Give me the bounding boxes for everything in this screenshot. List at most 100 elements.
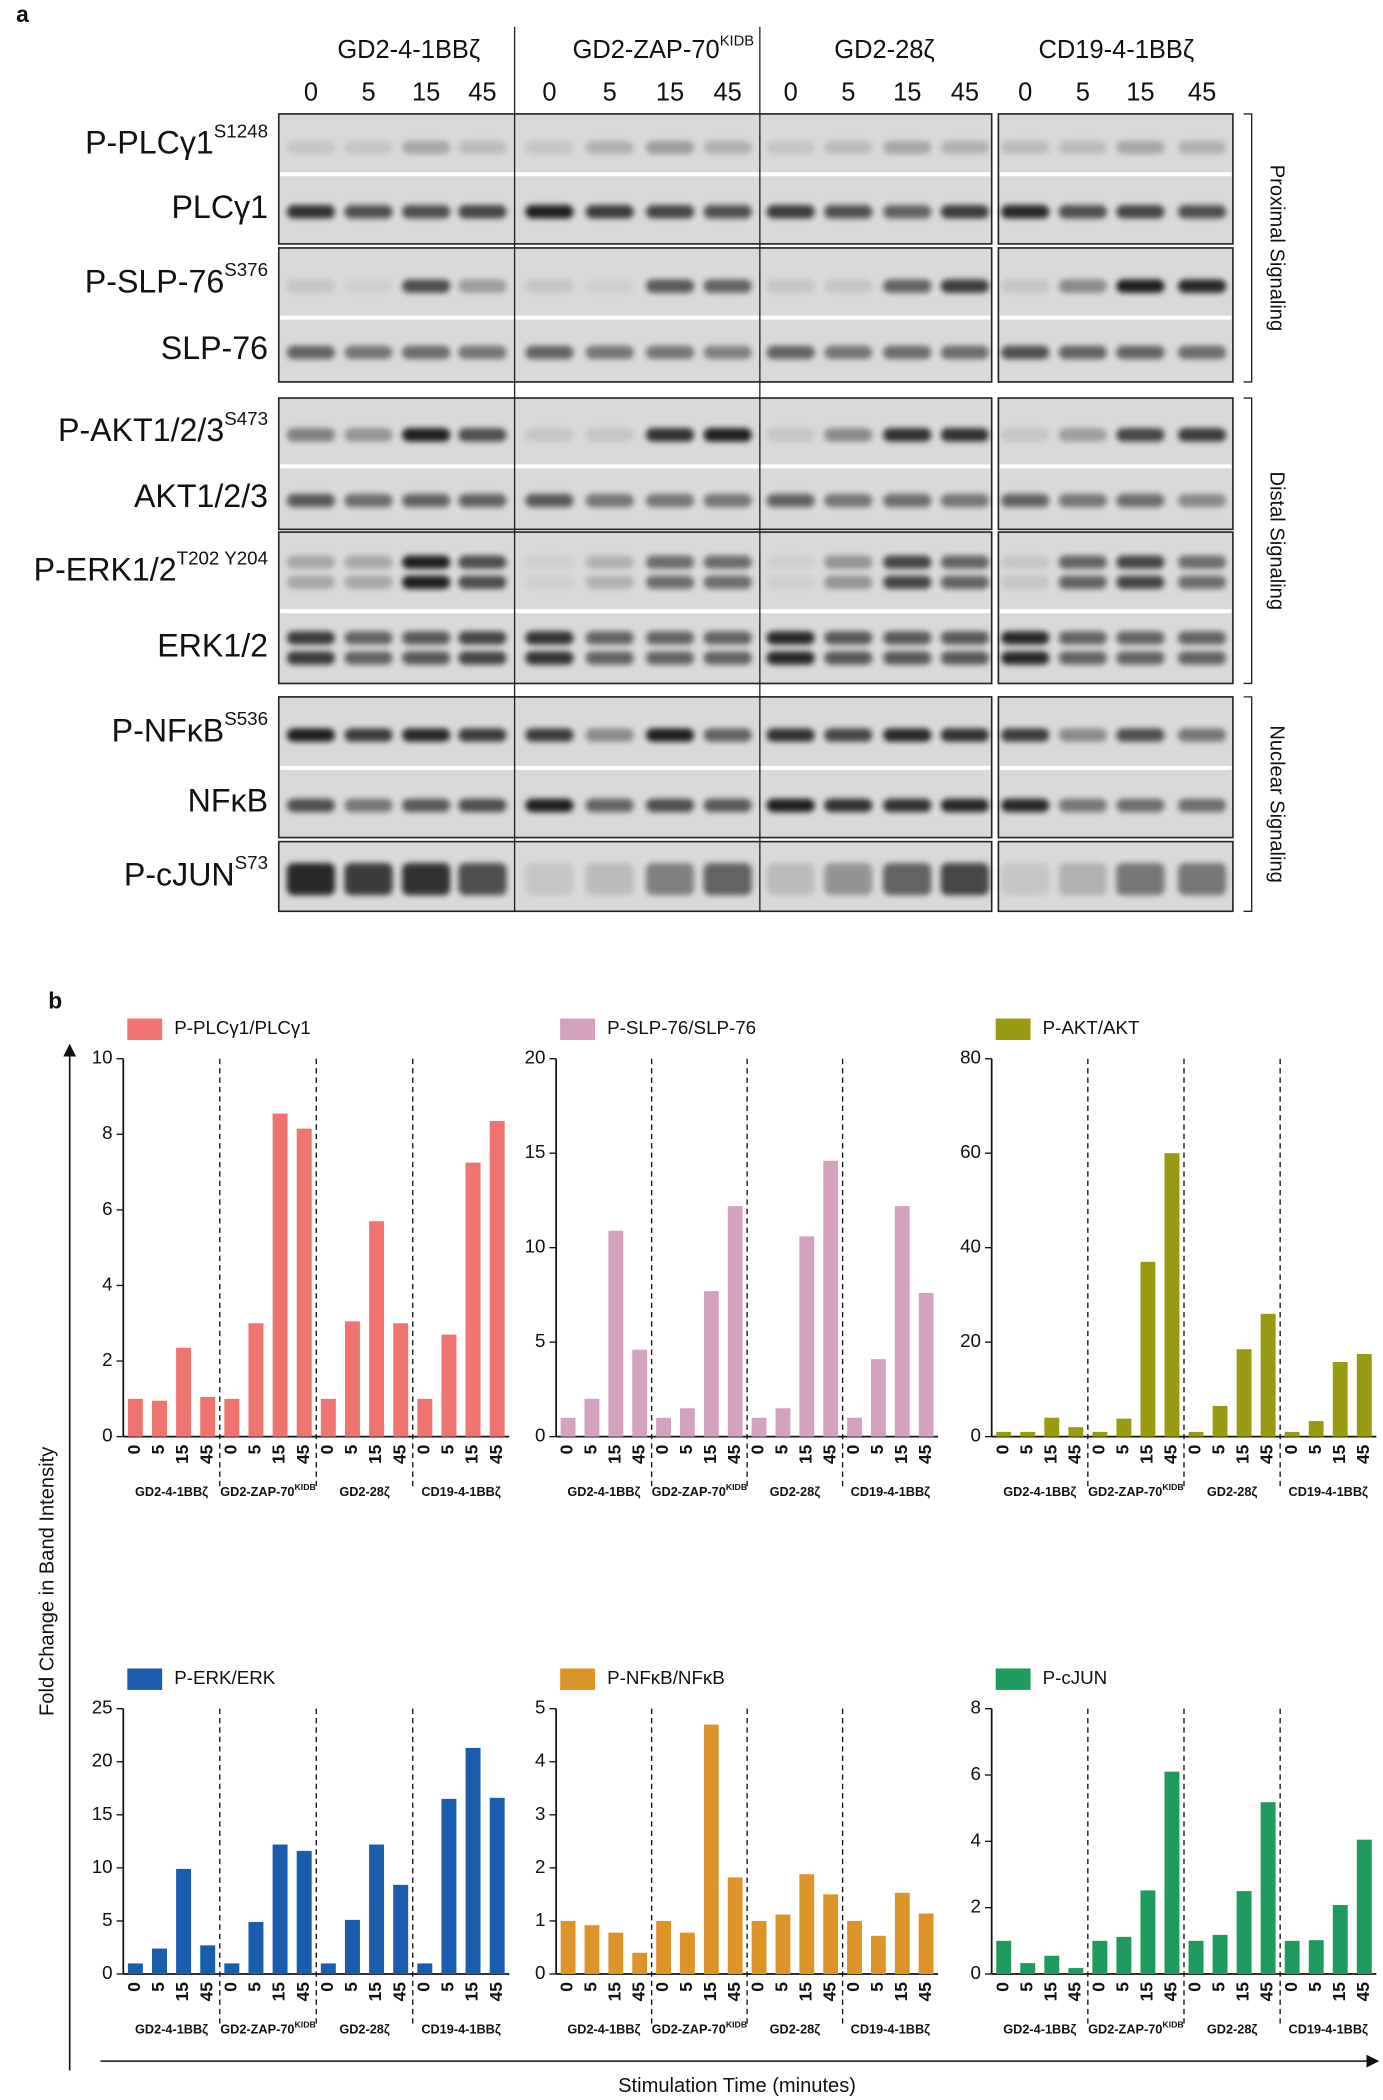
bar (248, 1323, 264, 1437)
blot-band (940, 428, 990, 442)
bar (560, 1920, 576, 1975)
blot-band (585, 345, 634, 360)
y-tick-label: 3 (535, 1803, 545, 1824)
bar (224, 1398, 240, 1437)
x-tick-label: 5 (772, 1982, 792, 1992)
y-tick-label: 0 (102, 1425, 112, 1446)
blot-band (525, 555, 574, 569)
blot-band (1001, 555, 1050, 569)
blot-band (458, 205, 507, 219)
blot-row-label-main: P-SLP-76 (85, 263, 224, 299)
x-tick-label: 45 (389, 1982, 409, 2002)
blot-band (458, 863, 507, 896)
x-tick-label: 15 (269, 1982, 289, 2002)
group-label: GD2-28ζ (770, 2022, 821, 2037)
group-label: GD2-ZAP-70KIDB (1088, 2020, 1184, 2037)
bar (320, 1398, 336, 1437)
blot-band (1001, 345, 1050, 360)
bar (1020, 1963, 1036, 1975)
blot-band (1116, 863, 1165, 896)
blot-membrane (277, 531, 993, 685)
x-tick-label: 5 (676, 1444, 696, 1454)
group-label-main: GD2-28ζ (339, 1484, 390, 1499)
blot-membrane (277, 113, 993, 245)
blot-band (458, 728, 507, 742)
y-tick-label: 5 (102, 1909, 112, 1930)
blot-membrane (277, 247, 993, 383)
blot-row-label: P-NFκBS536 (112, 708, 268, 748)
blot-group-label: GD2-ZAP-70KIDB (573, 33, 755, 64)
group-label-main: GD2-ZAP-70 (1088, 1484, 1162, 1499)
blot-row-label-main: P-NFκB (112, 712, 225, 748)
x-tick-label: 15 (604, 1444, 624, 1464)
y-tick-label: 6 (102, 1198, 112, 1219)
blot-band (645, 428, 695, 442)
bar (393, 1323, 409, 1437)
blot-band (645, 493, 695, 508)
blot-band (402, 279, 451, 293)
blot-band (344, 345, 393, 360)
x-tick-label: 45 (1257, 1982, 1277, 2002)
group-label-main: GD2-4-1BBζ (135, 1484, 208, 1499)
x-tick-label: 15 (1040, 1444, 1060, 1464)
blot-row-label: ERK1/2 (157, 627, 268, 663)
bar (1140, 1261, 1156, 1437)
bar (1332, 1361, 1348, 1437)
blot-band (525, 651, 574, 665)
x-tick-label: 45 (293, 1982, 313, 2002)
x-tick-label: 0 (317, 1982, 337, 1992)
legend-swatch (995, 1018, 1031, 1040)
x-tick-label: 0 (557, 1982, 577, 1992)
bar (1068, 1427, 1084, 1437)
blot-group-label-main: GD2-4-1BBζ (337, 36, 480, 64)
section-label: Proximal Signaling (1265, 165, 1287, 331)
blot-row-label-sup: S536 (224, 708, 268, 729)
x-tick-label: 45 (1257, 1444, 1277, 1464)
group-label-main: GD2-4-1BBζ (1003, 1484, 1076, 1499)
x-tick-label: 0 (220, 1445, 240, 1455)
bar (1260, 1802, 1276, 1975)
blot-band (1001, 205, 1050, 219)
blot-band (766, 493, 815, 508)
blot-band (766, 140, 815, 155)
blot-band (1177, 345, 1227, 360)
bar (680, 1408, 695, 1437)
bar (489, 1797, 505, 1975)
blot-band (286, 728, 336, 742)
blot-band (824, 555, 873, 569)
group-label: CD19-4-1BBζ (1289, 2022, 1369, 2037)
blot-band (525, 728, 574, 742)
group-label: GD2-ZAP-70KIDB (652, 1482, 748, 1499)
y-tick-label: 80 (960, 1047, 981, 1068)
x-tick-label: 45 (819, 1444, 839, 1464)
x-tick-label: 5 (245, 1444, 265, 1454)
blot-band (883, 798, 932, 813)
x-tick-label: 15 (1233, 1982, 1253, 2002)
bar (465, 1162, 481, 1437)
y-tick-label: 10 (525, 1236, 546, 1257)
bar (369, 1221, 385, 1437)
bar (632, 1952, 648, 1975)
blot-band (286, 140, 336, 155)
bar (1188, 1431, 1204, 1437)
blot-band (1001, 651, 1050, 665)
bar (680, 1932, 695, 1975)
bar (369, 1844, 385, 1975)
x-tick-label: 45 (1161, 1982, 1181, 2002)
blot-band (402, 140, 451, 155)
blot-band (525, 798, 574, 813)
blot-band (703, 863, 752, 896)
blot-band (585, 863, 634, 896)
x-tick-label: 15 (795, 1982, 815, 2002)
x-tick-label: 5 (676, 1982, 696, 1992)
blot-band (458, 345, 507, 360)
blot-band (1177, 651, 1227, 665)
blot-row-label-main: ERK1/2 (157, 627, 268, 663)
y-tick-label: 20 (92, 1750, 113, 1771)
blot-band (703, 428, 752, 442)
blot-band (402, 555, 451, 569)
group-label-main: GD2-28ζ (770, 1484, 821, 1499)
blot-band (824, 651, 873, 665)
blot-band (286, 205, 336, 219)
blot-band (344, 428, 393, 442)
